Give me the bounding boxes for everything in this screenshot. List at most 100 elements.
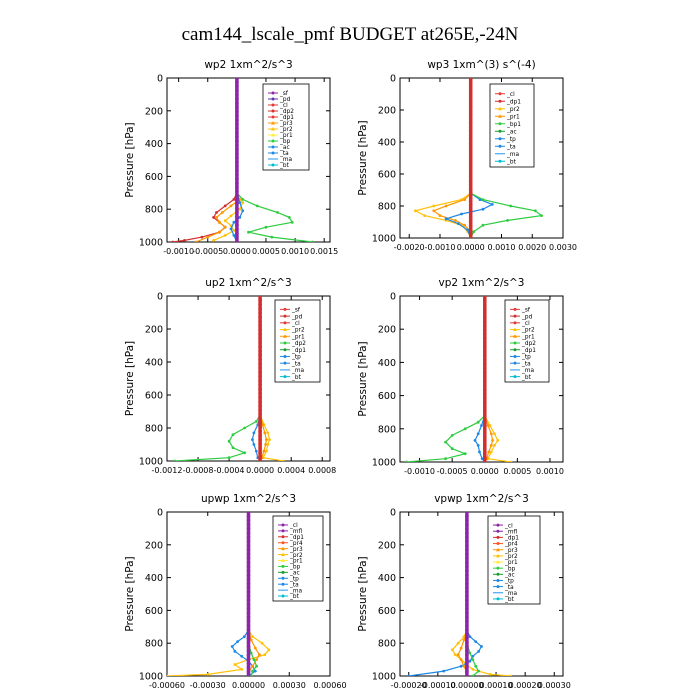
data-point xyxy=(450,434,454,437)
data-point xyxy=(444,217,448,221)
data-point xyxy=(246,527,251,531)
data-point xyxy=(465,518,469,523)
data-point xyxy=(483,296,487,298)
data-point xyxy=(235,78,239,80)
data-point xyxy=(235,172,239,177)
legend-marker xyxy=(496,560,500,564)
data-point xyxy=(468,125,473,129)
data-point xyxy=(251,635,255,638)
data-point xyxy=(258,319,262,324)
data-point xyxy=(481,198,485,202)
legend-label: _bt xyxy=(291,375,302,381)
data-point xyxy=(235,223,239,227)
legend-marker xyxy=(271,91,275,95)
data-point xyxy=(468,178,473,183)
legend-label: _bt xyxy=(521,375,532,381)
legend-label: _ta xyxy=(279,151,289,157)
data-point xyxy=(480,424,483,427)
y-tick-label: 400 xyxy=(145,358,163,369)
plot-frame xyxy=(399,77,564,239)
data-point xyxy=(480,645,483,648)
data-point xyxy=(468,162,473,166)
series-line xyxy=(174,414,261,461)
data-point xyxy=(474,640,478,643)
data-point xyxy=(235,185,239,190)
data-point xyxy=(227,439,231,443)
data-point xyxy=(451,648,454,652)
data-point xyxy=(246,569,251,573)
legend-marker xyxy=(496,572,500,576)
data-point xyxy=(258,412,262,417)
data-point xyxy=(235,151,239,156)
data-point xyxy=(483,366,487,371)
y-tick-label: 0 xyxy=(390,292,396,303)
data-point xyxy=(235,122,239,127)
y-tick-label: 800 xyxy=(145,205,163,216)
chart-panel-4: vp2 1xm^2/s^3 Pressure [hPa] 0 200 400 600 800… xyxy=(357,277,564,476)
y-tick-label: 400 xyxy=(378,573,396,584)
legend-label: _pr3 xyxy=(279,121,293,127)
data-point xyxy=(468,84,473,88)
data-point xyxy=(218,230,221,234)
data-point xyxy=(223,225,227,229)
x-tick-label: 0.0000 xyxy=(457,243,485,252)
data-point xyxy=(246,556,251,561)
y-tick-label: 200 xyxy=(378,325,396,336)
data-point xyxy=(183,239,186,242)
data-point xyxy=(509,674,512,676)
data-point xyxy=(483,370,487,375)
panel-title: up2 1xm^2/s^3 xyxy=(205,277,291,289)
data-point xyxy=(254,420,258,423)
data-point xyxy=(483,307,487,311)
data-point xyxy=(282,459,285,461)
data-point xyxy=(468,150,473,154)
data-point xyxy=(438,214,442,218)
data-point xyxy=(483,336,487,341)
legend-box xyxy=(487,515,541,605)
legend: _sf_pd_cl_pr2_pr1_dp2_dp1_tp_ta_ma_bt xyxy=(274,299,321,383)
data-point xyxy=(246,665,251,670)
data-point xyxy=(223,219,227,223)
data-point xyxy=(232,229,236,232)
data-point xyxy=(235,135,239,139)
data-point xyxy=(468,158,473,162)
data-point xyxy=(465,556,469,561)
legend-label: _tp xyxy=(291,355,301,361)
data-point xyxy=(246,644,251,649)
legend-marker xyxy=(281,558,285,562)
data-point xyxy=(465,522,469,527)
data-point xyxy=(468,78,473,80)
legend-label: _cl xyxy=(289,523,298,529)
plot-frame xyxy=(399,295,564,463)
data-point xyxy=(223,234,227,237)
x-tick-label: 0.0000 xyxy=(471,467,499,476)
data-point xyxy=(246,611,251,615)
data-point xyxy=(246,539,251,544)
legend-label: _tp xyxy=(504,579,514,585)
legend-marker xyxy=(281,552,285,557)
y-tick-label: 400 xyxy=(378,138,396,149)
data-point xyxy=(476,444,480,447)
x-tick-label: 0.00060 xyxy=(313,681,346,690)
data-point xyxy=(258,408,262,413)
data-point xyxy=(240,654,244,658)
data-point xyxy=(468,104,473,109)
data-point xyxy=(194,240,198,242)
series-group xyxy=(407,512,512,676)
data-point xyxy=(266,431,270,435)
series-group xyxy=(413,78,543,238)
y-tick-label: 1000 xyxy=(139,238,163,249)
legend-marker xyxy=(271,139,275,143)
data-point xyxy=(258,357,262,362)
data-point xyxy=(483,328,487,332)
data-point xyxy=(264,443,267,446)
data-point xyxy=(468,203,473,207)
data-point xyxy=(173,459,177,461)
legend-label: _dp2 xyxy=(521,341,536,347)
data-point xyxy=(432,204,436,208)
data-point xyxy=(405,460,408,462)
data-point xyxy=(468,191,473,195)
legend-marker xyxy=(281,594,285,598)
legend-label: _mfl xyxy=(504,529,518,535)
legend-label: _sf xyxy=(279,91,289,97)
